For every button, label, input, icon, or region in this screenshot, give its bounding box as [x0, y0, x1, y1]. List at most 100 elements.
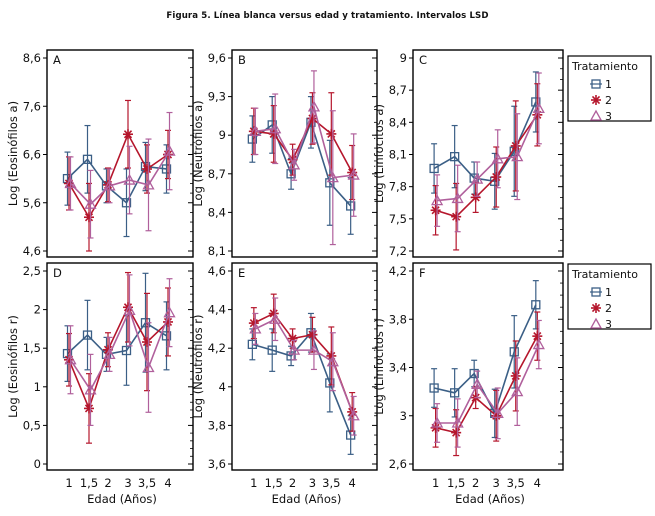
data-point [511, 150, 524, 162]
legend-title: Tratamiento [571, 268, 638, 281]
legend-marker-icon [589, 109, 603, 121]
x-tick-label: 3 [309, 476, 316, 490]
y-tick-label: 4,2 [208, 341, 226, 355]
series-3 [430, 319, 545, 448]
data-point [163, 306, 176, 318]
series-line [252, 331, 352, 436]
x-axis-title: Edad (Años) [87, 492, 157, 506]
x-tick-label: 1,5 [80, 476, 98, 490]
legend-marker-icon [591, 95, 601, 105]
y-tick-label: 9 [219, 128, 226, 142]
y-tick-label: 4 [219, 380, 226, 394]
data-point [325, 378, 335, 388]
y-tick-label: 8,6 [23, 51, 41, 65]
data-point [269, 122, 282, 134]
panel-c: 7,2 7,5 7,8 8,1 8,4 8,7 9 Log (Linfocitos a) C [372, 49, 564, 258]
data-point [142, 337, 152, 348]
y-tick-label: 7,6 [23, 99, 41, 113]
data-point [491, 172, 502, 183]
y-tick-label: 8,4 [389, 115, 407, 129]
panel-e: 3,6 3,8 4 4,2 4,4 4,6 Log (Neutrófilos r) E 1 1,5… [191, 262, 378, 506]
y-axis-title: Log (Neutrófilos a) [191, 100, 205, 206]
data-point [142, 163, 152, 174]
data-point [307, 343, 321, 355]
series-line [69, 150, 171, 206]
series-line [437, 108, 540, 202]
series-line [433, 304, 537, 416]
y-tick-label: 0,5 [23, 418, 41, 432]
series-line [251, 119, 352, 207]
data-point [510, 140, 521, 151]
y-axis-title: Log (Neutrófilos r) [191, 314, 205, 418]
legend-marker-icon [591, 303, 601, 313]
data-point [161, 331, 172, 341]
series-2 [248, 293, 358, 432]
data-point [430, 205, 441, 216]
data-point [491, 152, 504, 164]
legend-label: 3 [605, 110, 612, 123]
data-point [470, 192, 481, 203]
data-point [471, 378, 484, 390]
x-tick-label: 3 [124, 476, 131, 490]
data-point [84, 197, 97, 209]
data-point [123, 129, 133, 140]
x-tick-label: 1 [65, 476, 72, 490]
y-tick-label: 3,8 [389, 312, 407, 326]
series-line [433, 101, 537, 183]
data-point [429, 163, 439, 174]
data-point [287, 158, 301, 170]
data-point [532, 102, 545, 114]
data-point [84, 403, 94, 414]
y-tick-label: 6,6 [23, 148, 41, 162]
data-point [163, 144, 176, 156]
data-point [307, 113, 318, 124]
data-point [532, 338, 545, 350]
x-tick-label: 1,5 [265, 476, 283, 490]
y-tick-label: 3,6 [208, 457, 226, 471]
legend-frame [567, 263, 652, 330]
series-line [254, 318, 355, 417]
data-point [103, 348, 116, 360]
y-tick-label: 9,6 [208, 51, 226, 65]
x-axis-title: Edad (Años) [272, 492, 342, 506]
x-tick-label: 3 [493, 476, 500, 490]
x-tick-label: 3,5 [507, 476, 525, 490]
legend-frame [567, 55, 652, 122]
data-point [451, 192, 464, 204]
legend: Tratamiento 1 2 3 [567, 263, 652, 331]
data-point [430, 194, 444, 206]
y-tick-label: 7,5 [389, 212, 407, 226]
legend-label: 2 [605, 302, 612, 315]
panel-frame [231, 262, 378, 471]
y-tick-label: 0 [34, 457, 41, 471]
x-tick-label: 2 [472, 476, 479, 490]
panel-frame [46, 262, 194, 471]
series-line [69, 308, 171, 392]
series-1 [247, 95, 356, 235]
series-3 [249, 297, 360, 436]
panel-frame [412, 49, 564, 258]
data-point [269, 312, 282, 324]
y-tick-label: 8,7 [389, 83, 407, 97]
legend-item-3: 3 [589, 317, 612, 331]
y-tick-label: 5,6 [23, 196, 41, 210]
data-point [451, 427, 462, 438]
panel-frame [231, 49, 378, 258]
y-tick-label: 1 [34, 380, 41, 394]
panel-letter: D [53, 266, 62, 280]
series-3 [430, 72, 545, 233]
series-1 [247, 312, 356, 455]
legend-item-2: 2 [591, 94, 612, 107]
y-tick-label: 7,8 [389, 180, 407, 194]
panel-frame [412, 262, 564, 471]
panel-letter: A [53, 53, 61, 67]
legend-item-1: 1 [590, 78, 612, 91]
series-3 [64, 111, 176, 239]
data-point [491, 406, 504, 418]
data-point [121, 198, 132, 208]
series-1 [429, 280, 541, 439]
y-axis-title: Log (Eosinófilos r) [6, 315, 20, 418]
legend-label: 1 [605, 286, 612, 299]
y-tick-label: 1,5 [23, 341, 41, 355]
